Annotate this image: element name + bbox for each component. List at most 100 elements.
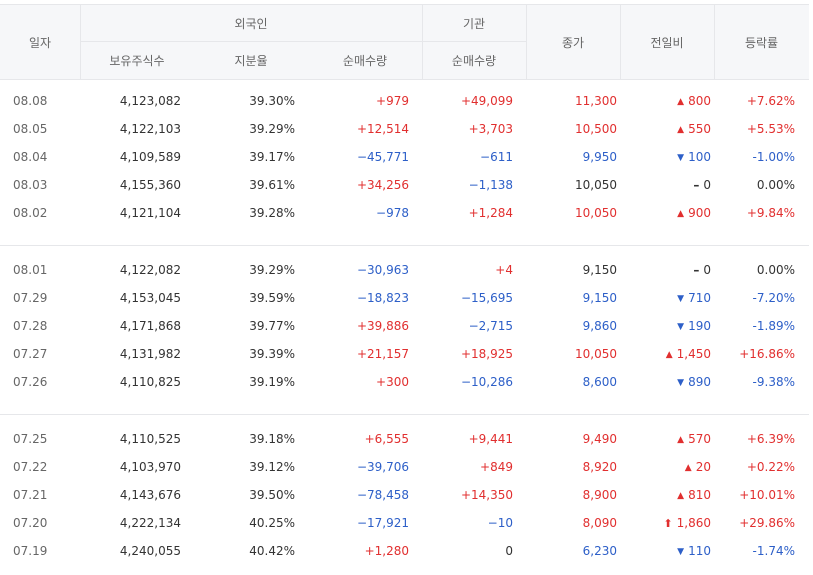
flat-dash-icon: – [693,263,700,277]
ratio-cell: 39.29% [249,263,295,277]
foreign-net-cell: −18,823 [356,291,409,305]
inst-net-cell: 0 [505,544,513,558]
change-rate-cell: +6.39% [746,432,795,446]
holdings-cell: 4,240,055 [119,544,181,558]
table-row: 07.29 4,153,045 39.59% −18,823 −15,695 9,150 ▼… [0,284,809,312]
col-header-change: 전일비 [650,35,684,50]
change-value: 900 [688,206,711,220]
inst-net-cell: −2,715 [468,319,513,333]
change-value: 800 [688,94,711,108]
date-cell: 08.01 [13,263,48,277]
close-price-cell: 9,490 [582,432,617,446]
col-header-rate: 등락률 [744,35,779,50]
foreign-net-cell: −39,706 [356,460,409,474]
change-rate-cell: -9.38% [752,375,795,389]
close-price-cell: 10,050 [575,206,617,220]
table-row: 08.05 4,122,103 39.29% +12,514 +3,703 10,500 ▲… [0,115,809,143]
change-cell: ▲ 20 [685,453,711,481]
holdings-cell: 4,110,825 [119,375,181,389]
group-divider [0,414,809,415]
foreign-net-cell: −978 [376,206,409,220]
date-cell: 08.02 [13,206,48,220]
col-header-close: 종가 [561,35,585,50]
header-divider [80,41,526,42]
date-cell: 07.27 [13,347,48,361]
header-divider [714,5,715,79]
foreign-net-cell: −17,921 [356,516,409,530]
inst-net-cell: +9,441 [468,432,513,446]
inst-net-cell: +849 [480,460,513,474]
triangle-up-icon: ▲ [665,350,673,360]
ratio-cell: 39.77% [249,319,295,333]
close-price-cell: 8,900 [582,488,617,502]
ratio-cell: 40.25% [249,516,295,530]
change-value: 710 [688,291,711,305]
inst-net-cell: −611 [480,150,513,164]
change-rate-cell: +9.84% [746,206,795,220]
col-header-holdings: 보유주식수 [109,53,165,68]
inst-net-cell: +3,703 [468,122,513,136]
holdings-cell: 4,123,082 [119,94,181,108]
holdings-cell: 4,222,134 [119,516,181,530]
ratio-cell: 39.19% [249,375,295,389]
change-value: 100 [688,150,711,164]
change-cell: ▼ 190 [677,312,711,340]
header-divider [422,5,423,79]
change-value: 110 [688,544,711,558]
date-cell: 07.19 [13,544,48,558]
col-header-inst-net: 순매수량 [451,53,497,68]
close-price-cell: 6,230 [582,544,617,558]
date-cell: 07.25 [13,432,48,446]
group-divider [0,245,809,246]
table-row: 08.08 4,123,082 39.30% +979 +49,099 11,300 ▲ 80… [0,87,809,115]
ratio-cell: 39.12% [249,460,295,474]
table-row: 07.21 4,143,676 39.50% −78,458 +14,350 8,900 ▲… [0,481,809,509]
close-price-cell: 10,500 [575,122,617,136]
change-rate-cell: +10.01% [739,488,795,502]
change-rate-cell: -1.00% [752,150,795,164]
flat-dash-icon: – [693,178,700,192]
limit-up-arrow-icon: ⬆ [663,517,673,530]
change-value: 1,450 [676,347,711,361]
ratio-cell: 39.61% [249,178,295,192]
date-cell: 08.03 [13,178,48,192]
change-value: 810 [688,488,711,502]
ratio-cell: 39.29% [249,122,295,136]
table-row: 08.03 4,155,360 39.61% +34,256 −1,138 10,050 –… [0,171,809,199]
col-header-foreign-net: 순매수량 [342,53,388,68]
change-cell: –0 [693,256,711,284]
holdings-cell: 4,143,676 [119,488,181,502]
change-value: 570 [688,432,711,446]
change-cell: ▲ 570 [677,425,711,453]
change-rate-cell: +7.62% [746,94,795,108]
change-rate-cell: +29.86% [739,516,795,530]
ratio-cell: 39.59% [249,291,295,305]
triangle-up-icon: ▲ [677,125,685,135]
inst-net-cell: −1,138 [468,178,513,192]
foreign-net-cell: +6,555 [364,432,409,446]
foreign-net-cell: −45,771 [356,150,409,164]
triangle-up-icon: ▲ [684,463,692,473]
foreign-net-cell: +39,886 [356,319,409,333]
col-group-foreign: 외국인 [234,16,268,31]
close-price-cell: 9,150 [582,263,617,277]
foreign-net-cell: +12,514 [356,122,409,136]
change-cell: ▼ 110 [677,537,711,565]
triangle-down-icon: ▼ [677,322,685,332]
change-rate-cell: -1.89% [752,319,795,333]
foreign-net-cell: +979 [376,94,409,108]
inst-net-cell: +49,099 [460,94,513,108]
change-cell: ⬆ 1,860 [663,509,711,537]
inst-net-cell: +4 [495,263,513,277]
change-cell: ▼ 100 [677,143,711,171]
inst-net-cell: +14,350 [460,488,513,502]
change-value: 20 [695,460,711,474]
close-price-cell: 9,150 [582,291,617,305]
change-cell: –0 [693,171,711,199]
triangle-up-icon: ▲ [677,97,685,107]
change-rate-cell: +5.53% [746,122,795,136]
table-row: 07.28 4,171,868 39.77% +39,886 −2,715 9,860 ▼ 1… [0,312,809,340]
change-rate-cell: -7.20% [752,291,795,305]
foreign-net-cell: +34,256 [356,178,409,192]
close-price-cell: 10,050 [575,347,617,361]
